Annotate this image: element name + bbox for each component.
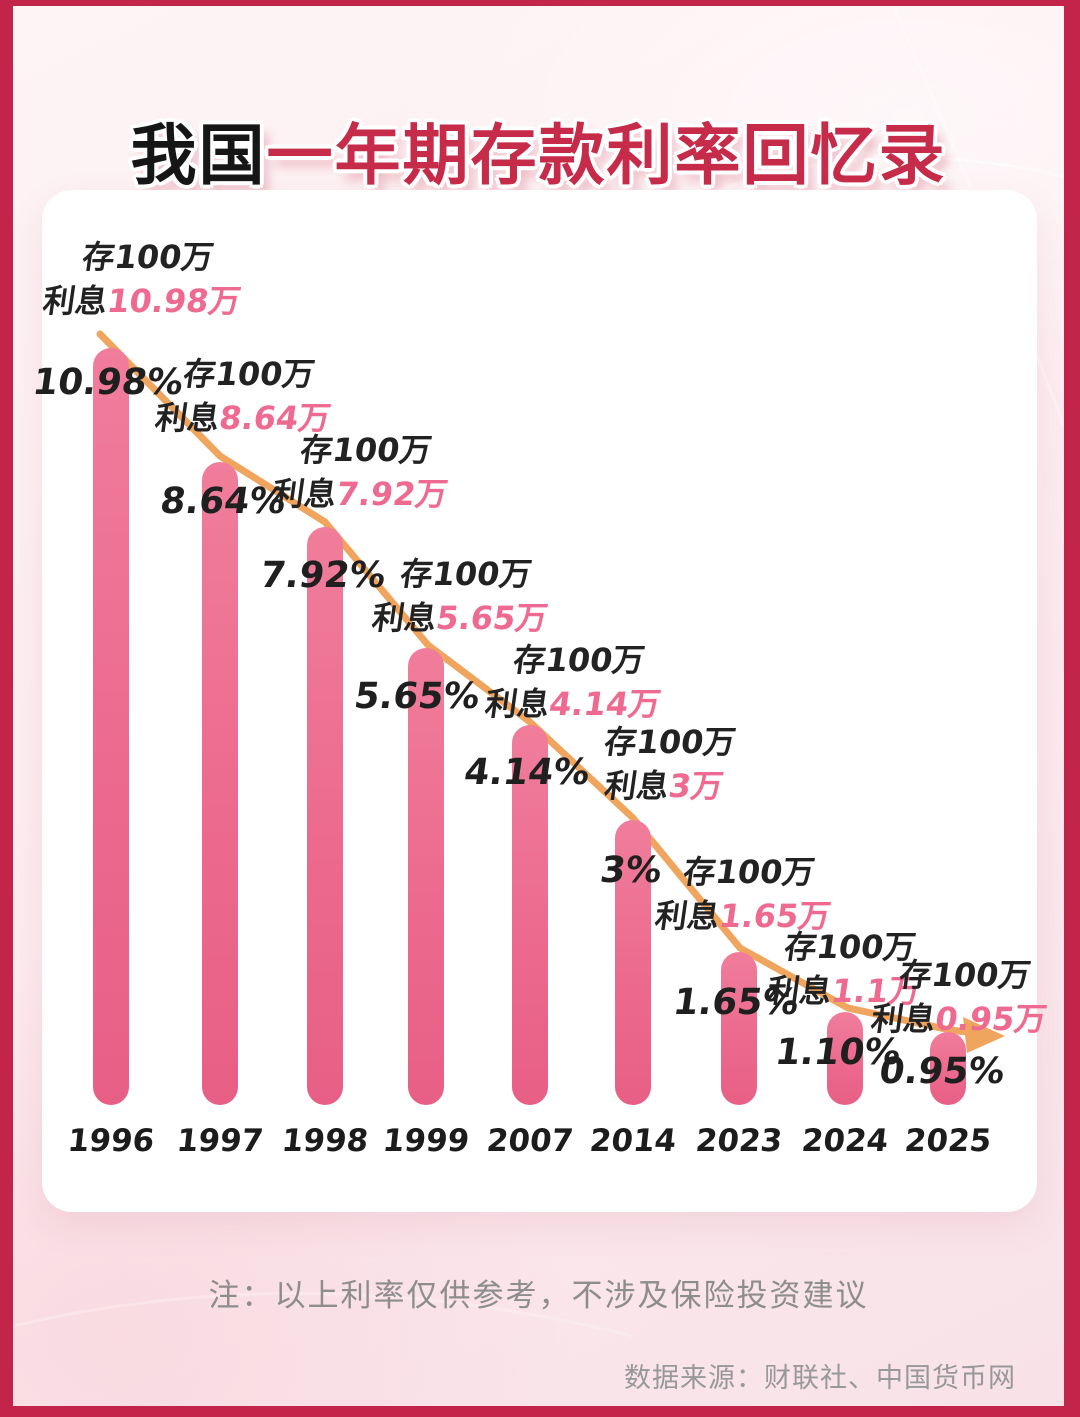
year-label-2014: 2014 bbox=[587, 1123, 679, 1159]
annotation-1998: 存100万利息7.92万 bbox=[269, 428, 456, 516]
annotation-deposit-text: 存100万 bbox=[298, 431, 435, 469]
rate-label-2007: 4.14% bbox=[461, 752, 593, 793]
interest-value: 3万 bbox=[666, 767, 726, 805]
interest-value: 0.95万 bbox=[932, 1000, 1050, 1038]
rate-label-2014: 3% bbox=[597, 850, 665, 891]
interest-value: 4.14万 bbox=[546, 685, 664, 723]
annotation-deposit-text: 存100万 bbox=[398, 555, 535, 593]
page-title: 我国一年期存款利率回忆录 bbox=[13, 102, 1064, 198]
page-background: 我国一年期存款利率回忆录 存100万 利息10.98万 10.98% 1996 存100… bbox=[13, 6, 1064, 1406]
title-prefix: 我国 bbox=[130, 117, 267, 195]
chart-area: 存100万 利息10.98万 10.98% 1996 存100万 利息8.64万 8.64%… bbox=[30, 190, 1049, 1212]
annotation-1997: 存100万 利息8.64万 bbox=[152, 352, 339, 440]
annotation-1999: 存100万利息5.65万 bbox=[369, 552, 556, 640]
annotation-interest-text: 利息7.92万 bbox=[269, 475, 451, 513]
bar-1996 bbox=[93, 348, 129, 1105]
data-source: 数据来源：财联社、中国货币网 bbox=[624, 1363, 1016, 1394]
rate-label-2025: 0.95% bbox=[876, 1051, 1008, 1092]
annotation-interest-text: 利息5.65万 bbox=[369, 599, 551, 637]
bar-2024 bbox=[827, 1012, 863, 1105]
year-label-1996: 1996 bbox=[65, 1123, 157, 1159]
year-label-2025: 2025 bbox=[902, 1123, 994, 1159]
annotation-interest-text: 利息10.98万 bbox=[40, 282, 244, 320]
annotation-1996: 存100万利息10.98万 bbox=[40, 235, 250, 323]
bar-1999 bbox=[408, 648, 444, 1105]
annotation-deposit-text: 存100万 bbox=[681, 853, 818, 891]
annotation-2025: 存100万利息0.95万 bbox=[868, 953, 1055, 1041]
annotation-deposit-text: 存100万 bbox=[511, 641, 648, 679]
annotation-2014: 存100万利息3万 bbox=[595, 720, 738, 808]
annotation-deposit-text: 存100万 bbox=[602, 723, 739, 761]
annotation-2007: 存100万 利息4.14万 bbox=[482, 638, 669, 726]
annotation-interest-text: 利息0.95万 bbox=[868, 1000, 1050, 1038]
bar-2025 bbox=[930, 1032, 966, 1105]
bar-2023 bbox=[721, 952, 757, 1105]
year-label-1997: 1997 bbox=[174, 1123, 266, 1159]
interest-value: 5.65万 bbox=[433, 599, 551, 637]
annotation-deposit-text: 存100万 bbox=[897, 956, 1034, 994]
annotation-interest-text: 利息3万 bbox=[602, 767, 726, 805]
interest-value: 7.92万 bbox=[333, 475, 451, 513]
year-label-2007: 2007 bbox=[484, 1123, 576, 1159]
rate-label-1998: 7.92% bbox=[257, 555, 389, 596]
annotation-deposit-text: 存100万 bbox=[80, 238, 217, 276]
disclaimer-note: 注：以上利率仅供参考，不涉及保险投资建议 bbox=[208, 1278, 869, 1314]
interest-value: 10.98万 bbox=[104, 282, 244, 320]
bar-2014 bbox=[615, 820, 651, 1105]
title-main: 一年期存款利率回忆录 bbox=[266, 117, 947, 195]
year-label-2023: 2023 bbox=[693, 1123, 785, 1159]
year-label-1999: 1999 bbox=[380, 1123, 472, 1159]
annotation-deposit-text: 存100万 bbox=[181, 355, 318, 393]
year-label-1998: 1998 bbox=[279, 1123, 371, 1159]
chart-card: 存100万 利息10.98万 10.98% 1996 存100万 利息8.64万 8.64%… bbox=[30, 190, 1049, 1212]
bar-1997 bbox=[202, 462, 238, 1105]
rate-label-1999: 5.65% bbox=[351, 676, 483, 717]
year-label-2024: 2024 bbox=[799, 1123, 891, 1159]
bar-2007 bbox=[512, 725, 548, 1105]
bar-1998 bbox=[307, 527, 343, 1105]
